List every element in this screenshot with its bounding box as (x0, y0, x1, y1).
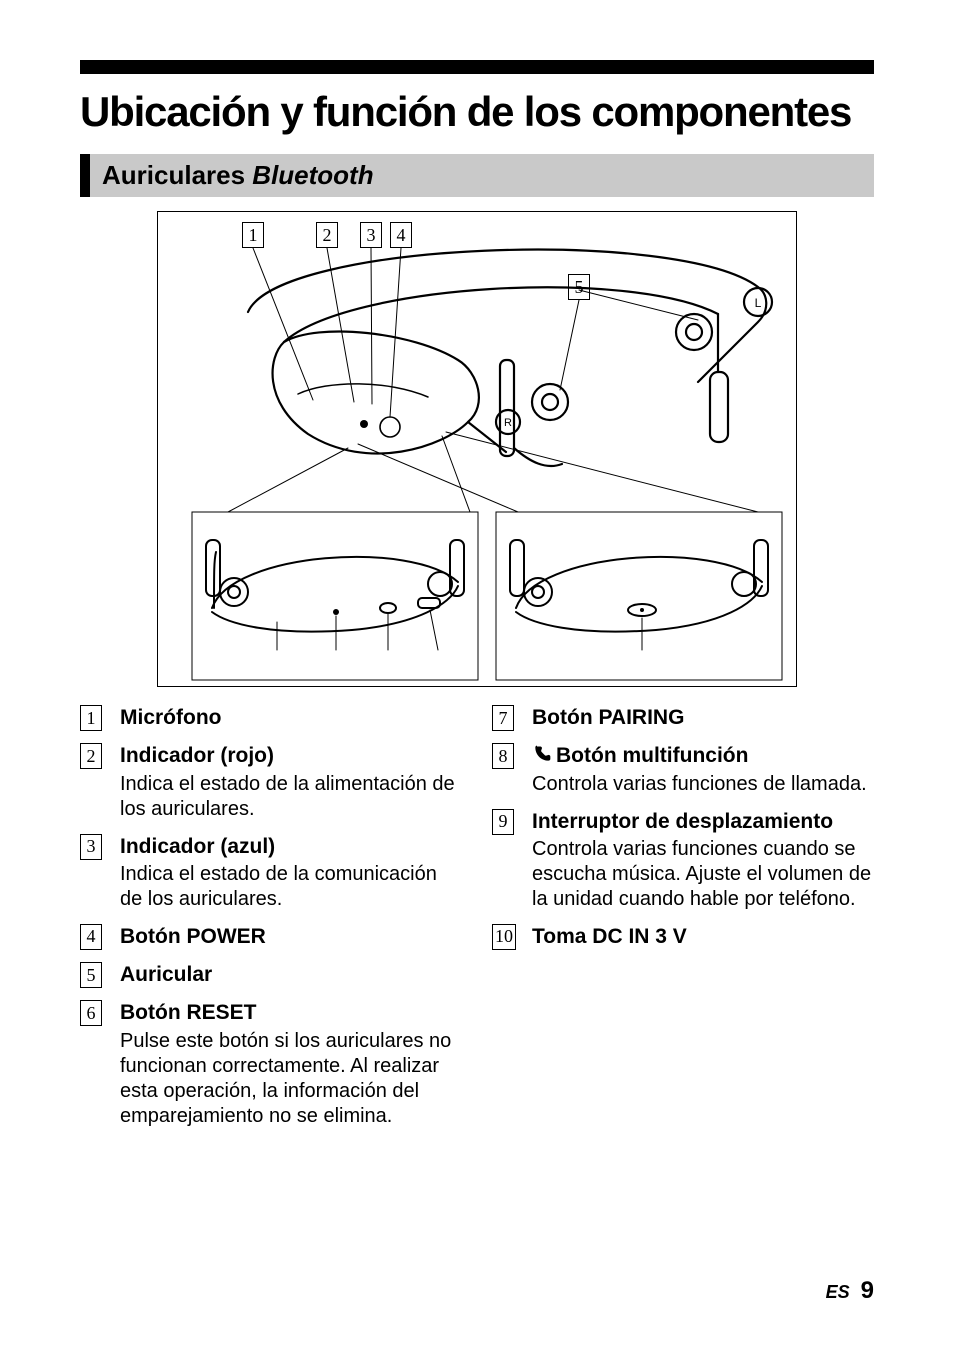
component-list-right: 7 Botón PAIRING 8 Botón multifunción Con… (492, 705, 874, 1141)
product-diagram: 1 2 3 4 5 6 7 8 9 10 L (157, 211, 797, 687)
item-number: 2 (80, 743, 102, 769)
list-item: 8 Botón multifunción Controla varias fun… (492, 743, 874, 796)
item-number: 3 (80, 834, 102, 860)
item-title: Interruptor de desplazamiento (532, 809, 874, 835)
headphones-illustration: L R (158, 212, 797, 687)
item-title: Auricular (120, 962, 462, 988)
list-item: 4 Botón POWER (80, 924, 462, 950)
item-number: 5 (80, 962, 102, 988)
item-number: 6 (80, 1000, 102, 1026)
list-item: 10 Toma DC IN 3 V (492, 924, 874, 950)
page-footer: ES 9 (826, 1277, 874, 1305)
item-title: Indicador (rojo) (120, 743, 462, 769)
item-title: Botón multifunción (532, 743, 874, 769)
list-item: 9 Interruptor de desplazamiento Controla… (492, 809, 874, 912)
item-number: 7 (492, 705, 514, 731)
item-desc: Indica el estado de la comunicación de l… (120, 862, 462, 912)
list-item: 6 Botón RESET Pulse este botón si los au… (80, 1000, 462, 1128)
item-title: Botón PAIRING (532, 705, 874, 731)
section-header: Auriculares Bluetooth (80, 154, 874, 197)
list-item: 3 Indicador (azul) Indica el estado de l… (80, 834, 462, 912)
item-desc: Pulse este botón si los auriculares no f… (120, 1029, 462, 1129)
list-item: 7 Botón PAIRING (492, 705, 874, 731)
section-subtitle: Bluetooth (252, 160, 373, 190)
item-desc: Controla varias funciones cuando se escu… (532, 837, 874, 912)
svg-text:R: R (504, 417, 512, 429)
section-title: Auriculares (102, 160, 252, 190)
item-desc: Indica el estado de la alimentación de l… (120, 772, 462, 822)
list-item: 2 Indicador (rojo) Indica el estado de l… (80, 743, 462, 821)
item-title: Micrófono (120, 705, 462, 731)
item-title: Botón RESET (120, 1000, 462, 1026)
top-rule (80, 60, 874, 74)
page-title: Ubicación y función de los componentes (80, 88, 874, 136)
phone-icon (532, 744, 552, 764)
item-title-text: Botón multifunción (556, 744, 748, 767)
item-number: 10 (492, 924, 516, 950)
item-desc: Controla varias funciones de llamada. (532, 772, 874, 797)
item-number: 1 (80, 705, 102, 731)
item-title: Toma DC IN 3 V (532, 924, 874, 950)
item-number: 8 (492, 743, 514, 769)
item-number: 4 (80, 924, 102, 950)
footer-lang: ES (826, 1282, 850, 1302)
item-title: Botón POWER (120, 924, 462, 950)
component-list-left: 1 Micrófono 2 Indicador (rojo) Indica el… (80, 705, 462, 1141)
list-item: 5 Auricular (80, 962, 462, 988)
svg-text:L: L (755, 296, 762, 310)
item-title: Indicador (azul) (120, 834, 462, 860)
footer-page-number: 9 (861, 1277, 874, 1304)
list-item: 1 Micrófono (80, 705, 462, 731)
component-list: 1 Micrófono 2 Indicador (rojo) Indica el… (80, 705, 874, 1141)
item-number: 9 (492, 809, 514, 835)
